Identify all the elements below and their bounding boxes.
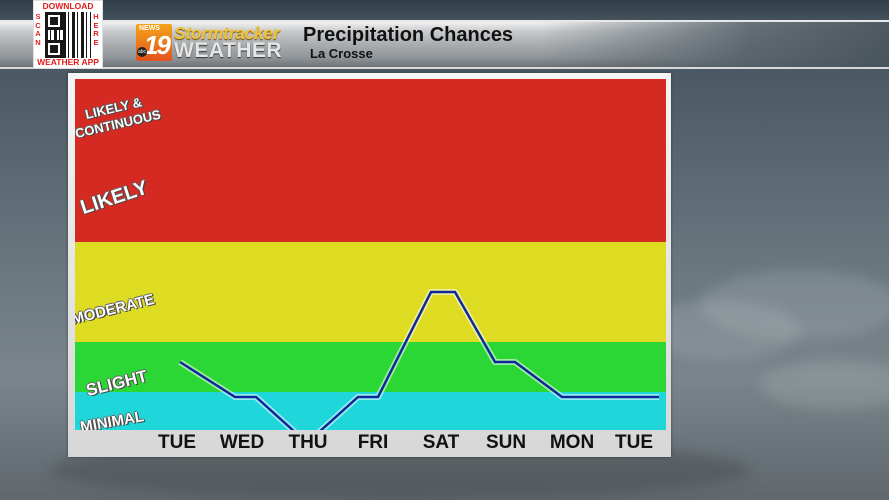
- station-logo: NEWS 19 abc Stormtracker WEATHER: [136, 23, 296, 62]
- qr-code-badge[interactable]: DOWNLOAD SCAN HERE WEATHER APP: [33, 0, 103, 69]
- day-axis: TUE WED THU FRI SAT SUN MON TUE: [75, 430, 666, 457]
- qr-download-text: DOWNLOAD: [42, 1, 94, 11]
- precip-line: [178, 289, 659, 430]
- band-likely: [75, 79, 666, 242]
- abc-network-icon: abc: [137, 47, 147, 57]
- brand-weather: WEATHER: [174, 39, 283, 62]
- top-strip: [0, 0, 889, 20]
- news19-logo-icon: NEWS 19: [136, 24, 172, 61]
- brand-stormtracker: Stormtracker: [174, 23, 280, 43]
- band-slight: [75, 342, 666, 392]
- qr-here-text: HERE: [93, 12, 99, 47]
- day-label: TUE: [615, 432, 653, 453]
- band-moderate: [75, 242, 666, 342]
- precipitation-chart: LIKELY & CONTINUOUS LIKELY MODERATE SLIG…: [75, 79, 666, 430]
- location-subtitle: La Crosse: [310, 46, 373, 61]
- page-title: Precipitation Chances: [303, 24, 514, 46]
- qr-code-icon: [45, 12, 91, 58]
- day-label: SUN: [485, 432, 527, 453]
- day-label: THU: [288, 432, 328, 453]
- qr-scan-text: SCAN: [35, 12, 41, 47]
- day-label: WED: [219, 432, 265, 453]
- qr-weather-app-text: WEATHER APP: [37, 57, 99, 67]
- day-label: SAT: [422, 432, 460, 453]
- day-label: TUE: [158, 432, 196, 453]
- day-label: MON: [549, 432, 595, 453]
- day-label: FRI: [357, 432, 389, 453]
